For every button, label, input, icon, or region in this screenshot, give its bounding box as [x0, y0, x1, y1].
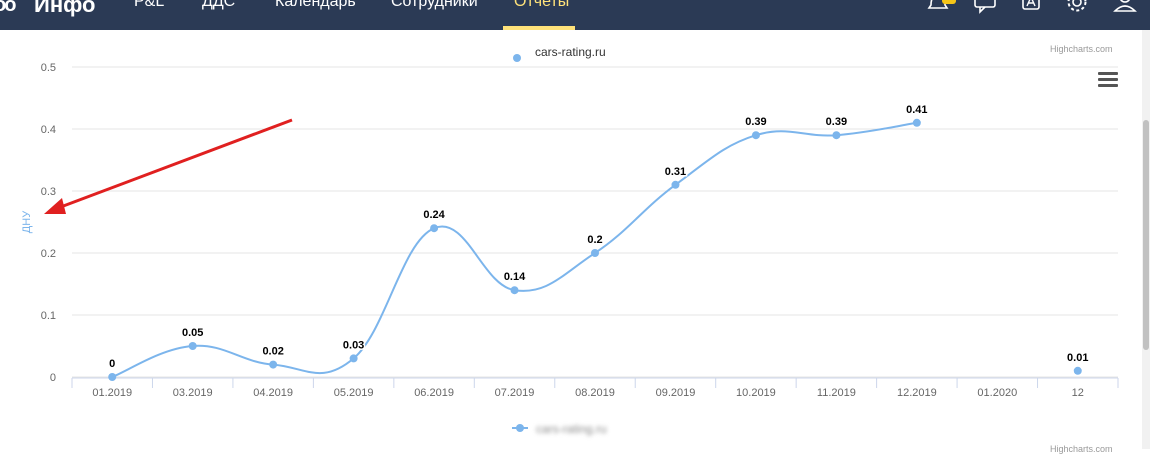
legend-top-label: cars-rating.ru: [535, 45, 606, 59]
bell-icon[interactable]: [925, 0, 951, 17]
data-point: [108, 373, 117, 381]
data-label: 0: [109, 358, 115, 370]
data-point: [751, 131, 760, 140]
x-tick-label: 06.2019: [414, 387, 454, 399]
data-point: [188, 342, 197, 350]
top-navbar: oo Инфо P&L ДДС Календарь Сотрудники Отч…: [0, 0, 1150, 30]
x-tick-label: 03.2019: [173, 387, 213, 399]
data-label: 0.39: [826, 116, 847, 128]
letter-a-icon[interactable]: [1018, 0, 1044, 17]
data-label: 0.31: [665, 166, 686, 178]
y-tick-label: 0.3: [41, 186, 56, 198]
data-point: [912, 118, 921, 127]
legend-bottom-label: cars-rating.ru: [536, 422, 607, 436]
data-label: 0.39: [745, 116, 766, 128]
data-point: [510, 286, 519, 295]
data-label: 0.05: [182, 327, 203, 339]
data-label: 0.41: [906, 104, 927, 116]
user-icon[interactable]: [1112, 0, 1138, 17]
hamburger-icon[interactable]: [1098, 72, 1118, 88]
y-tick-label: 0.4: [41, 124, 56, 136]
x-tick-label: 05.2019: [334, 387, 374, 399]
x-tick-label: 12: [1072, 387, 1084, 399]
y-tick-label: 0.5: [41, 62, 56, 74]
x-tick-label: 01.2019: [92, 387, 132, 399]
y-tick-label: 0.1: [41, 310, 56, 322]
x-tick-label: 01.2020: [977, 387, 1017, 399]
nav-reports[interactable]: Отчеты: [514, 0, 570, 10]
x-tick-label: 08.2019: [575, 387, 615, 399]
chat-icon[interactable]: [972, 0, 998, 17]
x-tick-label: 07.2019: [495, 387, 535, 399]
logo-icon[interactable]: oo: [0, 0, 16, 16]
nav-calendar[interactable]: Календарь: [275, 0, 356, 10]
scrollbar-thumb[interactable]: [1143, 120, 1149, 350]
data-point: [1073, 366, 1082, 375]
nav-pl[interactable]: P&L: [134, 0, 165, 10]
annotation-arrow-line: [57, 118, 293, 210]
x-tick-label: 11.2019: [817, 387, 856, 399]
data-point: [269, 360, 278, 369]
legend-bottom-marker: [516, 424, 524, 432]
data-label: 0.14: [504, 271, 526, 283]
data-label: 0.02: [262, 346, 283, 358]
x-tick-label: 04.2019: [253, 387, 293, 399]
annotation-arrowhead: [44, 198, 66, 214]
data-label: 0.01: [1067, 352, 1088, 364]
nav-employees[interactable]: Сотрудники: [391, 0, 478, 10]
data-point: [671, 180, 680, 189]
legend-top-marker: [513, 54, 521, 62]
nav-dds[interactable]: ДДС: [202, 0, 236, 10]
brand-title[interactable]: Инфо: [34, 0, 96, 17]
y-axis-title: ДНУ: [21, 210, 33, 233]
page-scrollbar[interactable]: [1142, 30, 1150, 449]
x-tick-label: 10.2019: [736, 387, 776, 399]
data-label: 0.24: [423, 209, 445, 221]
x-tick-label: 09.2019: [656, 387, 696, 399]
highcharts-credit[interactable]: Highcharts.com: [1050, 44, 1113, 54]
legend-bottom-item[interactable]: cars-rating.ru: [512, 422, 622, 436]
y-tick-label: 0: [50, 372, 56, 384]
notification-badge: [942, 0, 956, 4]
data-point: [349, 354, 358, 363]
data-point: [430, 224, 439, 233]
series-line: [111, 121, 917, 378]
data-label: 0.03: [343, 339, 364, 351]
gear-icon[interactable]: [1064, 0, 1090, 17]
data-label: 0.2: [587, 234, 602, 246]
y-tick-label: 0.2: [41, 248, 56, 260]
data-point: [832, 131, 841, 140]
x-tick-label: 12.2019: [897, 387, 937, 399]
data-point: [591, 249, 599, 257]
active-tab-indicator: [503, 26, 575, 30]
